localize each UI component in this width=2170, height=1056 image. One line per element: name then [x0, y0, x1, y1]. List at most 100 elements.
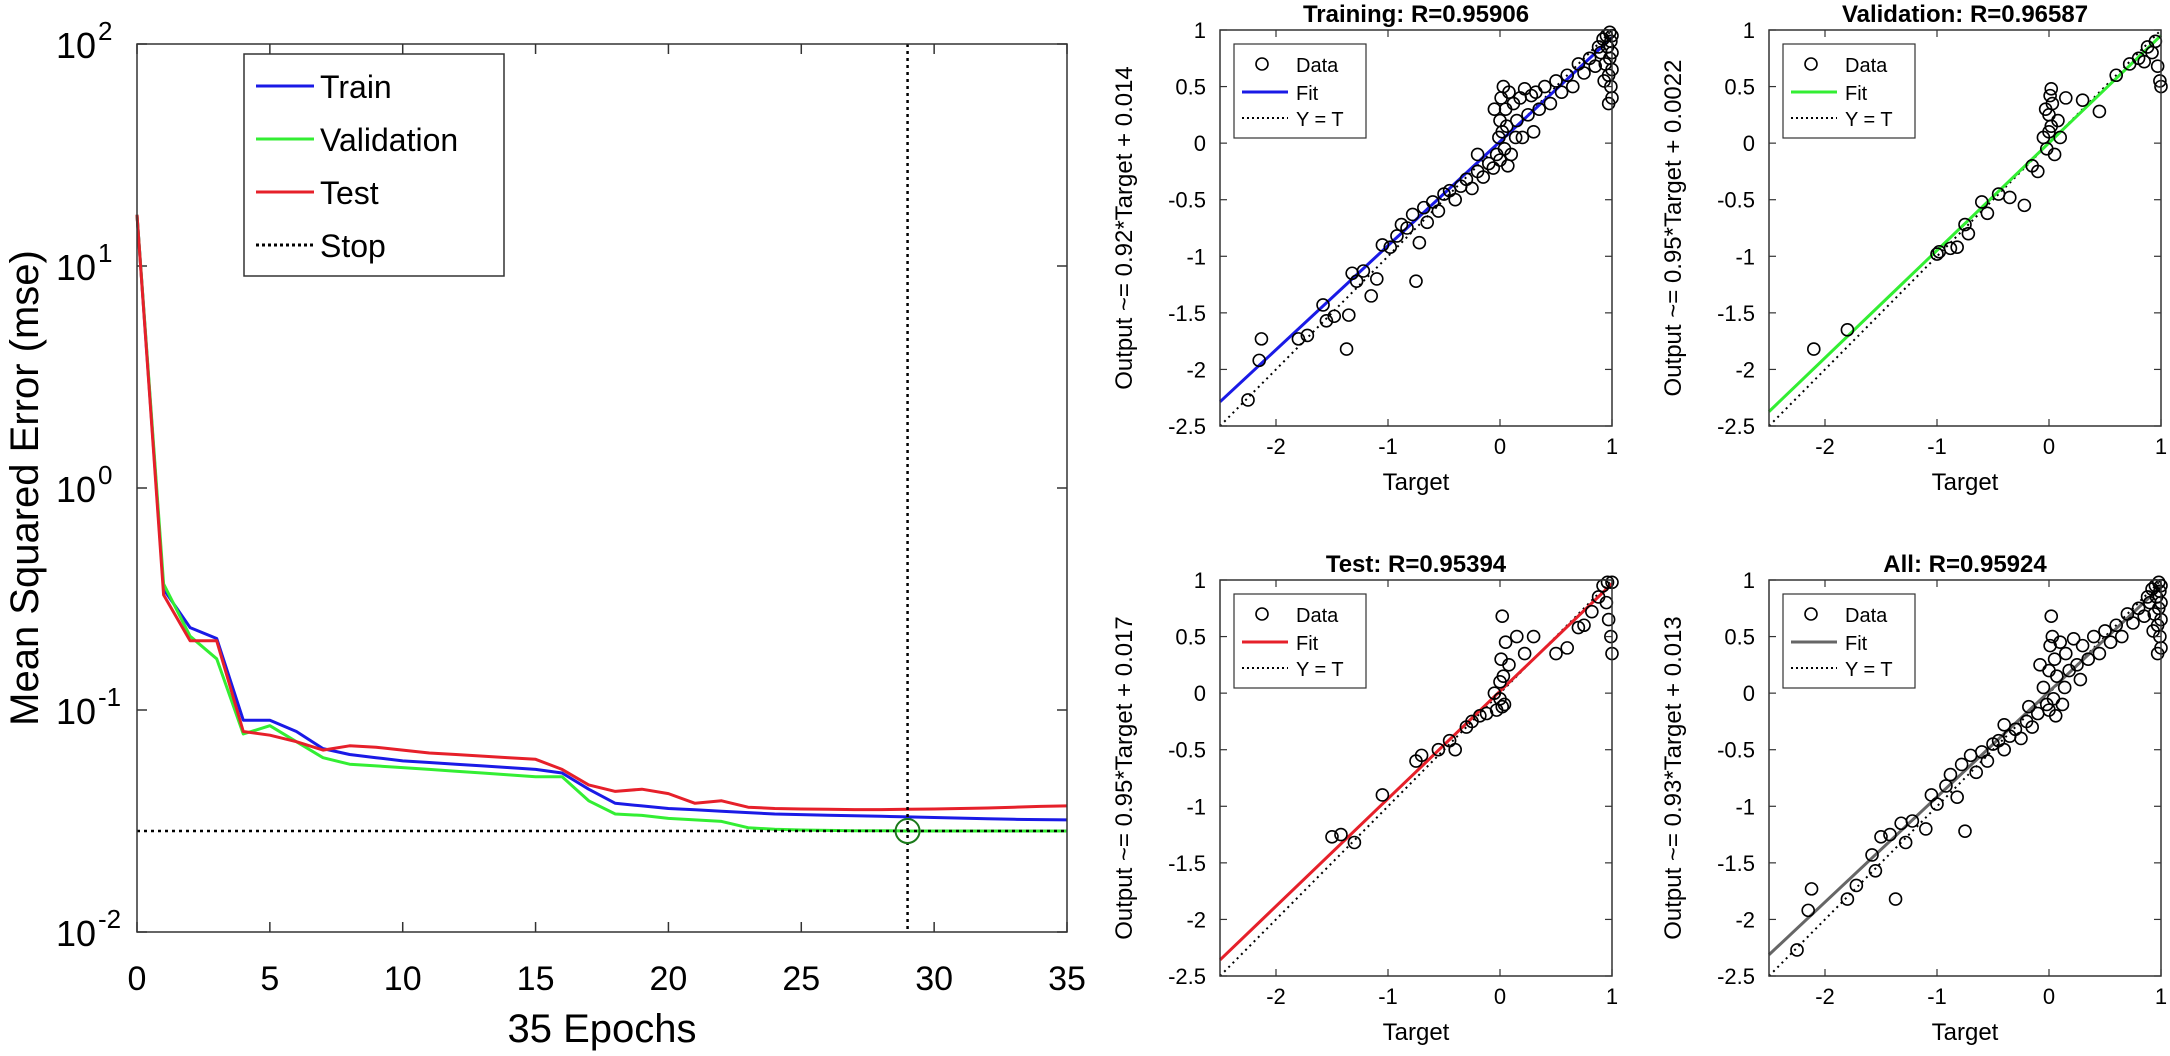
data-point [1400, 221, 1414, 235]
data-point [1349, 274, 1364, 288]
y-tick-label: 1 [1194, 568, 1206, 593]
x-tick-label: 0 [2043, 434, 2055, 459]
panel-title: Training: R=0.95906 [1303, 1, 1529, 28]
legend-fit-label: Fit [1845, 633, 1868, 655]
data-point [1958, 217, 1972, 232]
data-point [1501, 158, 1515, 173]
data-point [2146, 624, 2160, 638]
data-point [1543, 96, 1558, 111]
legend-data-label: Data [1296, 55, 1339, 77]
data-point [1549, 74, 1563, 88]
data-point [1496, 669, 1511, 683]
data-point [1495, 699, 1510, 714]
data-point [1560, 641, 1574, 655]
data-point [2036, 680, 2051, 695]
perf-y-tick-label: 10 [56, 691, 96, 732]
legend-identity-label: Y = T [1296, 109, 1344, 131]
data-point [1316, 298, 1330, 312]
data-point [1405, 207, 1420, 222]
y-tick-label: 0 [1194, 131, 1206, 156]
data-point [2031, 164, 2045, 179]
data-point [2050, 669, 2064, 683]
perf-legend-box [243, 53, 505, 277]
data-point [1905, 814, 1920, 828]
panel-title: All: R=0.95924 [1883, 551, 2047, 578]
data-point [1431, 204, 1446, 218]
legend-identity-label: Y = T [1296, 659, 1344, 681]
perf-x-tick-label: 25 [782, 960, 820, 998]
y-tick-label: 0.5 [1175, 625, 1206, 650]
data-point [1849, 878, 1864, 893]
data-point [2059, 646, 2073, 661]
data-point [1510, 629, 1524, 644]
data-point [2043, 88, 2057, 103]
perf-y-tick-exponent: 0 [98, 460, 112, 490]
data-point [1465, 181, 1479, 196]
legend-data-label: Data [1845, 55, 1888, 77]
legend-validation-label: Validation [320, 122, 458, 158]
data-point [1375, 238, 1390, 252]
data-point [2151, 575, 2166, 590]
data-point [1364, 289, 1378, 303]
legend-train-label: Train [320, 69, 392, 105]
data-point [1300, 328, 1315, 343]
data-point [1577, 618, 1591, 633]
perf-y-tick-exponent: -2 [98, 904, 121, 934]
regression-panels: -2 -1 0 1 1 0.5 0 -0.5 -1 -1.5 -2 -2.5 Training: R=0… [1111, 1, 2168, 1046]
x-tick-label: 1 [1606, 434, 1618, 459]
data-point [1515, 130, 1530, 145]
y-tick-label: -1 [1735, 794, 1755, 819]
data-point [1532, 102, 1546, 116]
data-point [1961, 226, 1976, 241]
data-point [1375, 788, 1390, 802]
legend-fit-label: Fit [1296, 633, 1319, 655]
perf-y-tick-exponent: 1 [98, 238, 112, 268]
y-tick-label: -2 [1735, 907, 1755, 932]
data-point [1502, 85, 1516, 100]
legend-fit-label: Fit [1296, 83, 1319, 105]
legend-data-label: Data [1845, 605, 1888, 627]
data-point [1600, 575, 1615, 590]
legend-data-swatch [1804, 607, 1818, 621]
data-point [1499, 119, 1514, 133]
data-point [1409, 274, 1423, 288]
data-point [1431, 742, 1446, 757]
perf-x-tick-label: 15 [517, 960, 555, 998]
data-point [2070, 658, 2084, 672]
y-tick-label: -2 [1735, 357, 1755, 382]
data-point [1524, 88, 1539, 103]
y-tick-label: -2 [1186, 357, 1206, 382]
data-point [1963, 748, 1978, 763]
data-point [1997, 742, 2011, 757]
x-tick-label: 1 [1606, 984, 1618, 1009]
x-tick-label: 1 [2155, 434, 2167, 459]
perf-y-tick-label: 10 [56, 469, 96, 510]
data-point [1601, 612, 1616, 627]
data-point [1939, 779, 1953, 793]
data-point [1969, 765, 1983, 780]
data-point [1577, 66, 1591, 80]
perf-y-tick-label: 10 [56, 25, 96, 66]
y-axis-label: Output ~= 0.92*Target + 0.014 [1111, 66, 1138, 390]
data-point [1254, 332, 1269, 346]
data-point [2003, 190, 2017, 205]
data-point [1549, 646, 1563, 661]
data-point [1560, 68, 1574, 83]
data-point [1997, 718, 2011, 732]
data-point [1486, 161, 1501, 175]
panel-title: Validation: R=0.96587 [1842, 1, 2088, 28]
x-axis-label: Target [1932, 469, 1999, 496]
data-point [1954, 757, 1969, 772]
y-tick-label: -0.5 [1168, 188, 1206, 213]
y-tick-label: -1.5 [1717, 851, 1755, 876]
y-axis-label: Output ~= 0.95*Target + 0.017 [1111, 616, 1138, 940]
perf-x-tick-label: 30 [915, 960, 953, 998]
y-axis-label: Output ~= 0.95*Target + 0.0022 [1660, 60, 1687, 397]
data-point [1874, 830, 1888, 844]
data-point [1334, 827, 1348, 842]
regression-panel-training: -2 -1 0 1 1 0.5 0 -0.5 -1 -1.5 -2 -2.5 Training: R=0… [1111, 1, 1619, 496]
data-point [1476, 170, 1490, 184]
data-point [2051, 113, 2065, 128]
data-point [2047, 147, 2062, 162]
